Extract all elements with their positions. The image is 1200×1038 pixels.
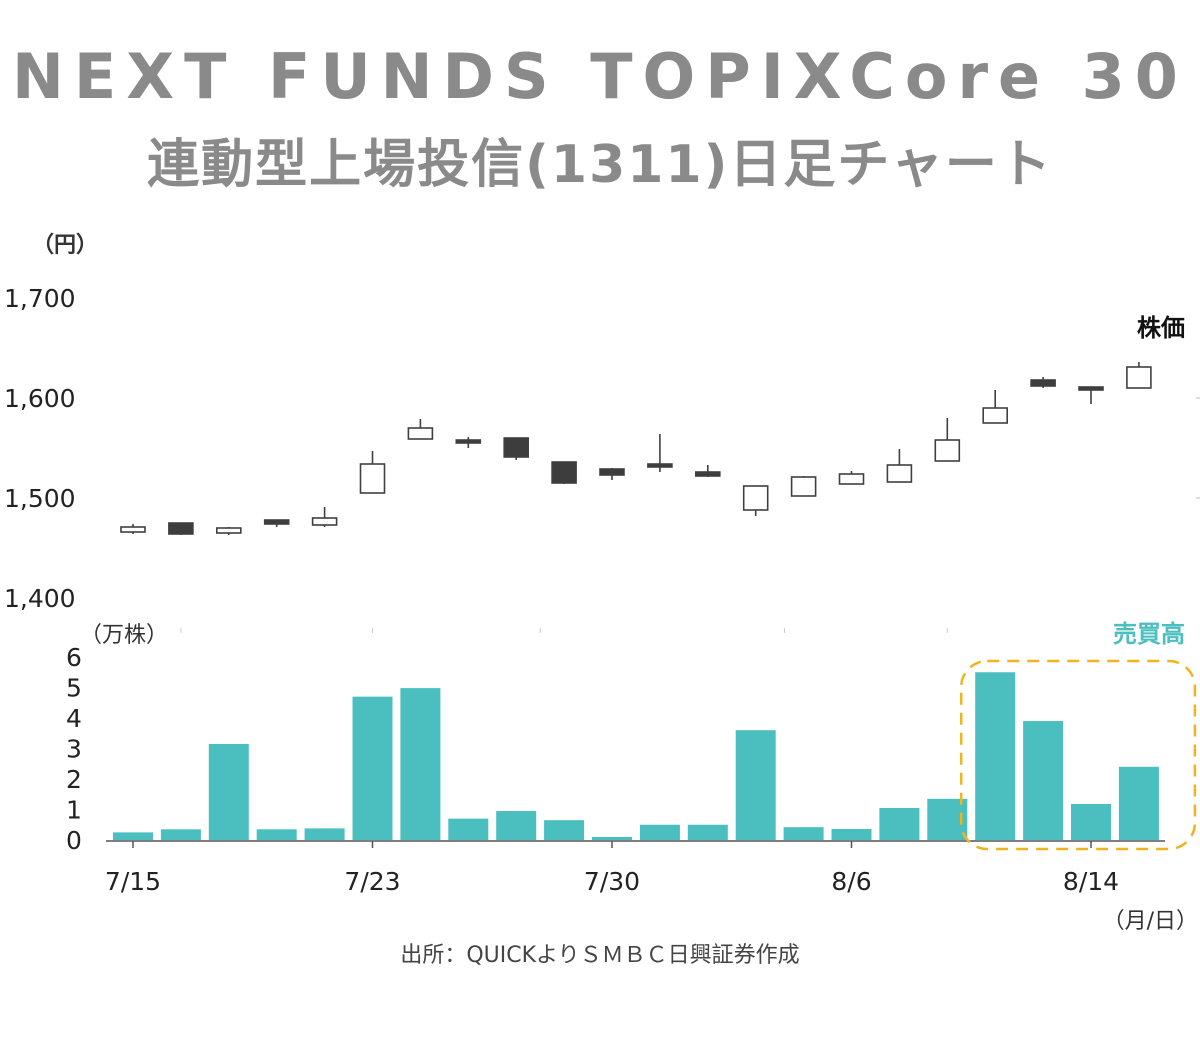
candle [455,437,482,448]
volume-tick-label: 4 [66,704,82,733]
volume-bar [592,836,632,840]
price-tick-label: 1,400 [4,584,76,613]
x-tick-label: 7/23 [344,867,400,896]
volume-bar [687,824,728,840]
volume-bar [975,672,1016,840]
candle [1078,386,1104,404]
volume-bar [256,829,297,840]
candle-body [1126,366,1152,389]
price-tick-label: 1,500 [4,484,76,513]
x-tick-label: 7/15 [105,867,161,896]
candle [886,449,913,483]
price-candles [120,362,1152,535]
volume-tick-label: 0 [66,826,82,855]
price-grid [180,397,1200,633]
candle [647,434,673,472]
candle-body [982,407,1009,424]
candle-body [168,522,194,535]
chart-title-line1: NEXT FUNDS TOPIXCore 30 [12,40,1188,113]
volume-bar [1023,721,1064,840]
volume-bar [544,820,585,840]
volume-bar [783,827,824,840]
candle-body [886,464,913,483]
volume-tick-label: 5 [66,674,82,703]
volume-bar [879,807,920,840]
candle-body [647,463,673,468]
date-unit-label: （月/日） [1103,909,1198,934]
candle [311,507,338,527]
x-tick-label: 7/30 [584,867,640,896]
candle-body [216,527,242,534]
volume-bar [304,828,345,840]
candle [934,418,961,462]
candle [216,527,242,535]
candle [599,468,625,480]
volume-highlight-box [959,659,1197,851]
chart-title-line2: 連動型上場投信(1311)日足チャート [147,135,1053,195]
candle-body [742,485,769,511]
volume-bar [1071,804,1111,840]
candle-body [1078,386,1104,391]
candle-body [407,427,434,440]
candle [1030,377,1056,388]
price-y-axis: 1,400 1,500 1,600 1,700 [4,284,76,613]
volume-tick-label: 6 [66,643,82,672]
volume-tick-label: 2 [66,765,82,794]
price-tick-label: 1,600 [4,384,76,413]
volume-bar [496,811,537,840]
candle [551,461,577,484]
candle-body [503,437,530,458]
volume-bar [208,743,249,840]
candle [1126,362,1152,389]
candle [742,485,769,516]
candle [263,519,290,527]
x-tick-label: 8/6 [831,867,871,896]
candle-body [551,461,577,484]
price-unit-label: （円） [32,233,98,258]
source-note: 出所：QUICKよりＳＭＢＣ日興証券作成 [400,943,799,968]
candle-body [1030,379,1056,387]
candle [982,390,1009,424]
volume-tick-label: 3 [66,735,82,764]
volume-bar [160,829,201,840]
candle-body [120,526,146,533]
volume-unit-label: （万株） [80,623,168,648]
volume-bar [400,688,441,840]
candle [168,522,194,535]
volume-bar [1118,766,1159,840]
candle-body [694,471,721,477]
price-series-label: 株価 [1137,314,1185,342]
volume-bars [113,672,1159,840]
x-tick-label: 8/14 [1063,867,1119,896]
candle [838,471,865,485]
volume-bar [352,696,393,840]
volume-bar [448,818,489,840]
volume-bar [831,829,872,840]
candle [503,437,530,460]
volume-series-label: 売買高 [1113,620,1185,648]
candle [407,419,434,440]
candle-body [455,439,482,444]
candle-body [359,463,386,494]
candle [694,465,721,477]
volume-bar [113,832,153,840]
date-x-axis: 7/15 7/23 7/30 8/6 8/14 [105,840,1165,896]
candle-body [263,519,290,525]
price-tick-label: 1,700 [4,284,76,313]
candle [120,524,146,534]
candle-body [311,517,338,526]
candle-body [599,468,625,476]
candle-body [790,476,817,497]
volume-bar [639,824,680,840]
volume-bar [735,730,776,840]
candle-body [838,473,865,485]
volume-tick-label: 1 [66,796,82,825]
candle-body [934,439,961,462]
candle [790,476,817,497]
candle [359,451,386,494]
